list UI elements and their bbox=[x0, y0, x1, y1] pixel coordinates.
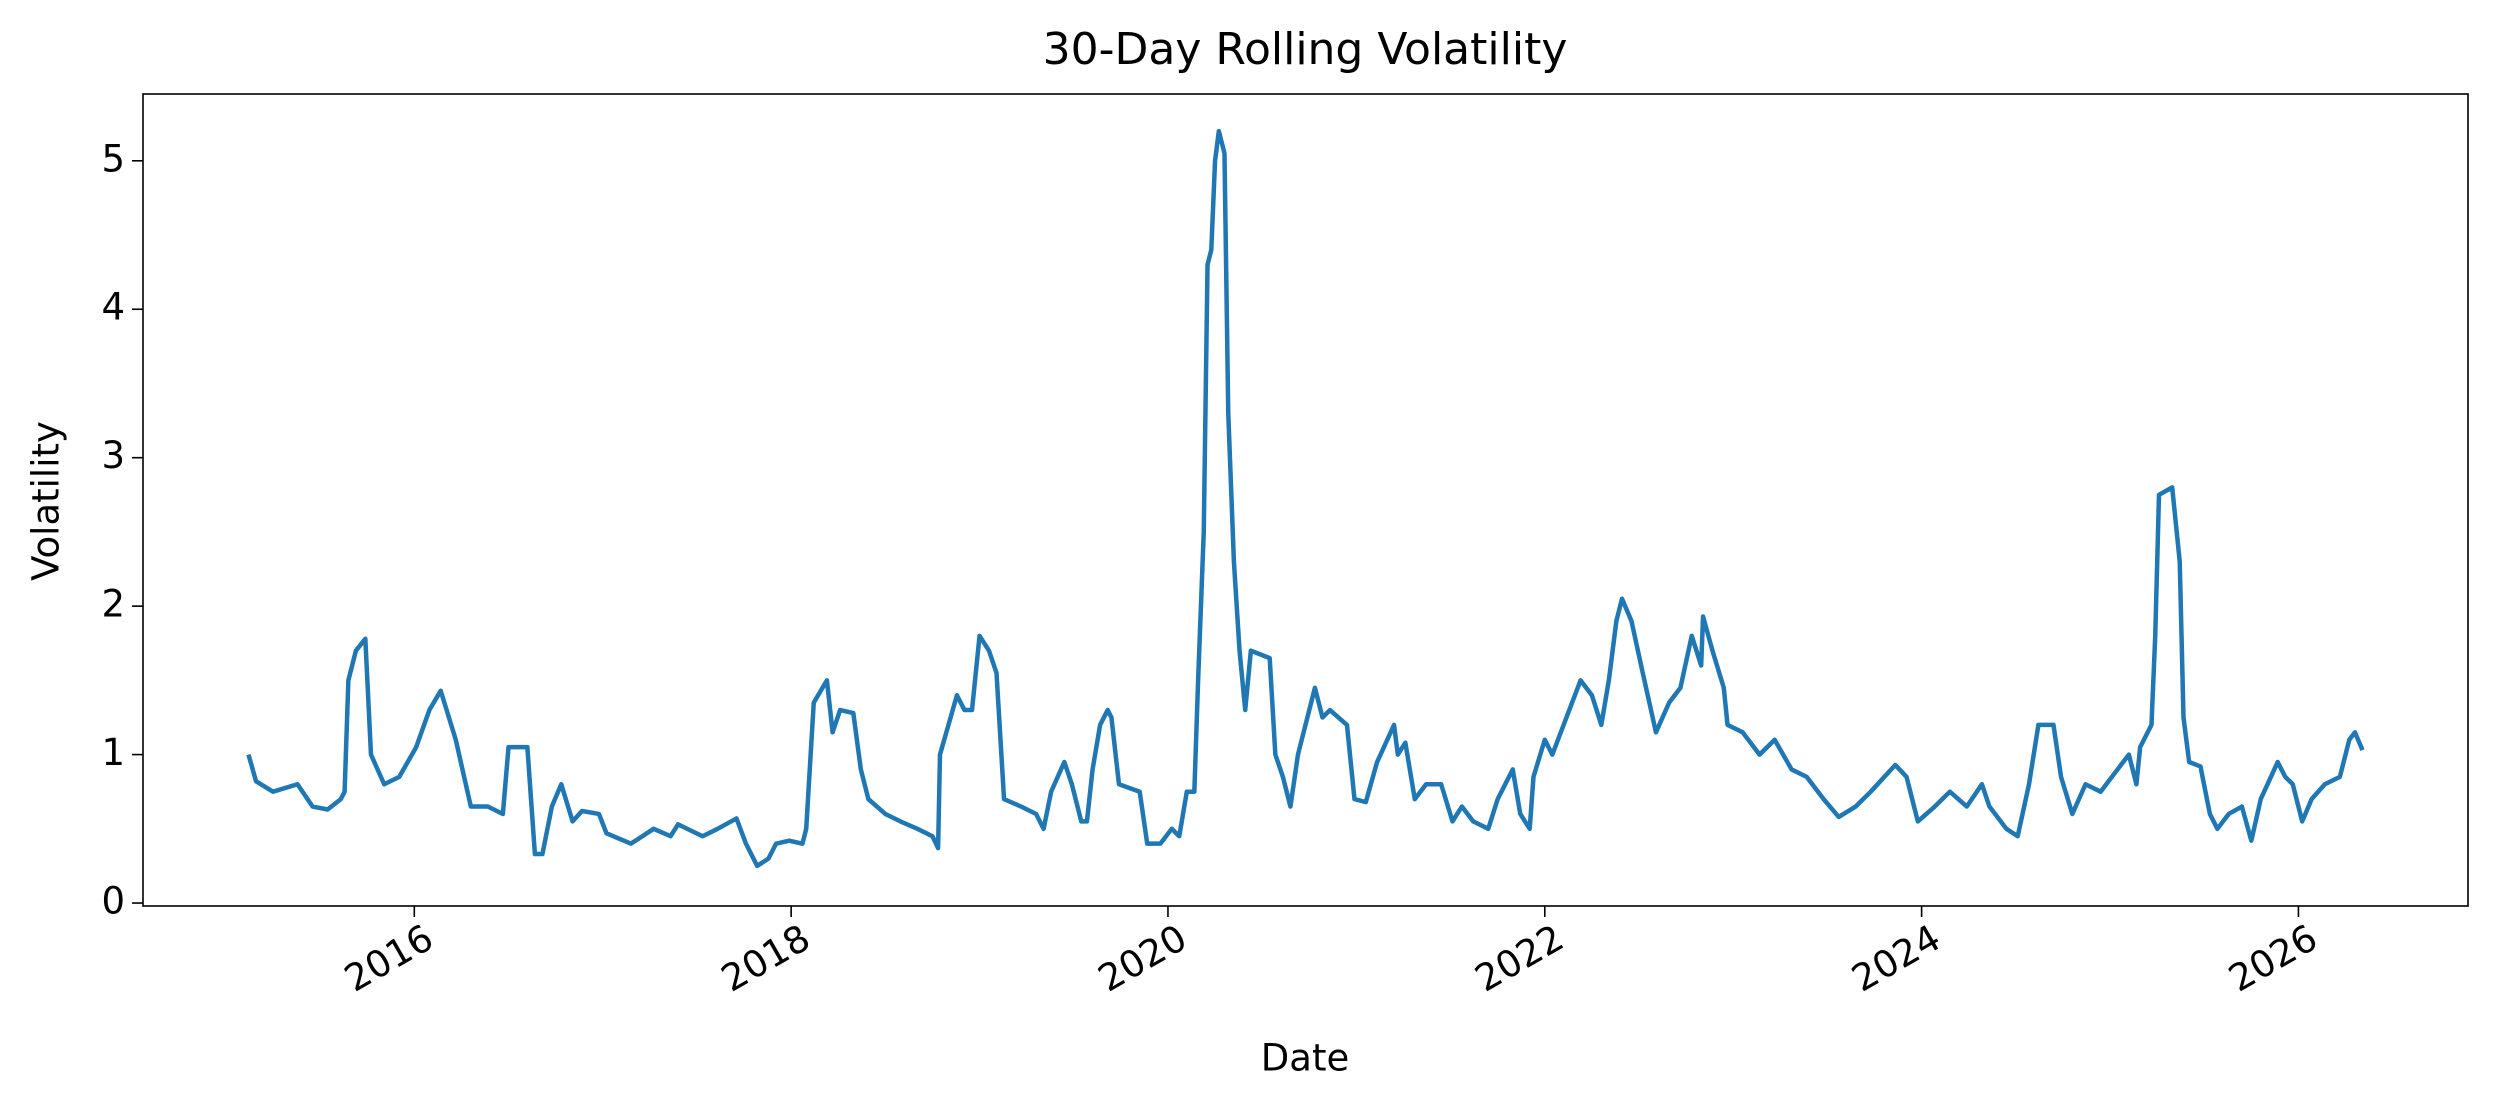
y-tick-label: 2 bbox=[101, 583, 125, 626]
y-tick-label: 3 bbox=[101, 434, 125, 477]
y-tick-label: 5 bbox=[101, 137, 125, 180]
y-tick-label: 1 bbox=[101, 731, 125, 774]
y-tick-label: 4 bbox=[101, 286, 125, 329]
y-axis-label: Volatility bbox=[25, 421, 68, 581]
plot-frame bbox=[142, 93, 2469, 907]
data-line bbox=[246, 128, 2365, 869]
chart-title: 30-Day Rolling Volatility bbox=[1043, 24, 1568, 75]
y-tick-label: 0 bbox=[101, 880, 125, 923]
x-axis-label: Date bbox=[1261, 1037, 1349, 1080]
